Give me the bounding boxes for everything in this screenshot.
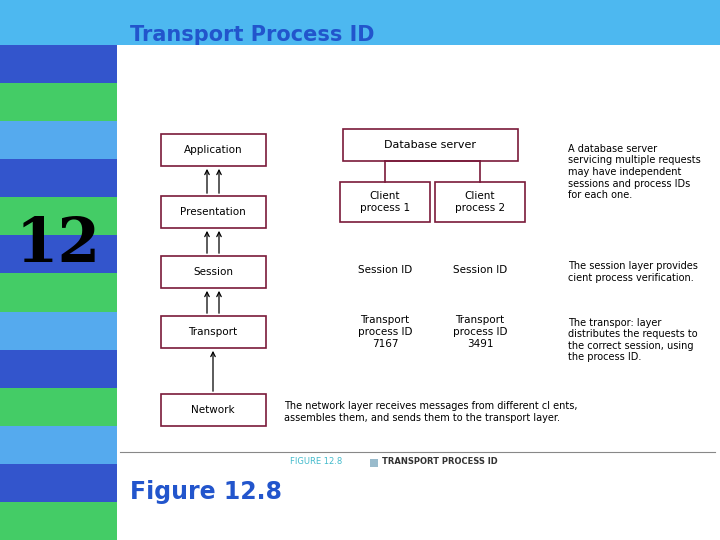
Text: TRANSPORT PROCESS ID: TRANSPORT PROCESS ID: [382, 457, 498, 467]
Text: The network layer receives messages from different cl ents,
assembles them, and : The network layer receives messages from…: [284, 401, 577, 423]
Text: 12: 12: [15, 215, 101, 275]
Bar: [0, 45, 117, 83]
Bar: [0, 349, 117, 388]
Bar: [0, 121, 117, 159]
Text: Client
process 2: Client process 2: [455, 191, 505, 213]
Bar: [0, 235, 117, 273]
Bar: [0, 83, 117, 121]
Bar: [0, 312, 117, 349]
Text: Transport
process ID
7167: Transport process ID 7167: [358, 315, 413, 349]
Bar: [0, 388, 117, 426]
Text: Presentation: Presentation: [180, 207, 246, 217]
Bar: [161, 134, 266, 166]
Text: The transpor: layer
distributes the requests to
the correct session, using
the p: The transpor: layer distributes the requ…: [568, 318, 698, 362]
Text: A database server
servicing multiple requests
may have independent
sessions and : A database server servicing multiple req…: [568, 144, 701, 200]
Text: The session layer provides
cient process verification.: The session layer provides cient process…: [568, 261, 698, 283]
Bar: [435, 182, 525, 222]
Text: Database server: Database server: [384, 140, 476, 150]
Text: Figure 12.8: Figure 12.8: [130, 480, 282, 504]
Text: Transport
process ID
3491: Transport process ID 3491: [453, 315, 508, 349]
Text: Client
process 1: Client process 1: [360, 191, 410, 213]
Text: Application: Application: [184, 145, 243, 155]
Bar: [0, 273, 117, 312]
Bar: [0, 426, 117, 464]
Bar: [370, 459, 378, 467]
Text: Session: Session: [193, 267, 233, 277]
Bar: [161, 256, 266, 288]
Text: Network: Network: [192, 405, 235, 415]
Bar: [161, 394, 266, 426]
Text: Transport Process ID: Transport Process ID: [130, 25, 374, 45]
Bar: [0, 197, 117, 235]
Text: Session ID: Session ID: [358, 265, 412, 275]
Bar: [0, 502, 117, 540]
Text: Session ID: Session ID: [453, 265, 507, 275]
Bar: [161, 316, 266, 348]
Text: FIGURE 12.8: FIGURE 12.8: [290, 457, 342, 467]
Bar: [0, 159, 117, 197]
Bar: [161, 196, 266, 228]
Bar: [343, 129, 518, 161]
Bar: [340, 182, 430, 222]
Bar: [0, 0, 720, 45]
Bar: [0, 464, 117, 502]
Text: Transport: Transport: [189, 327, 238, 337]
